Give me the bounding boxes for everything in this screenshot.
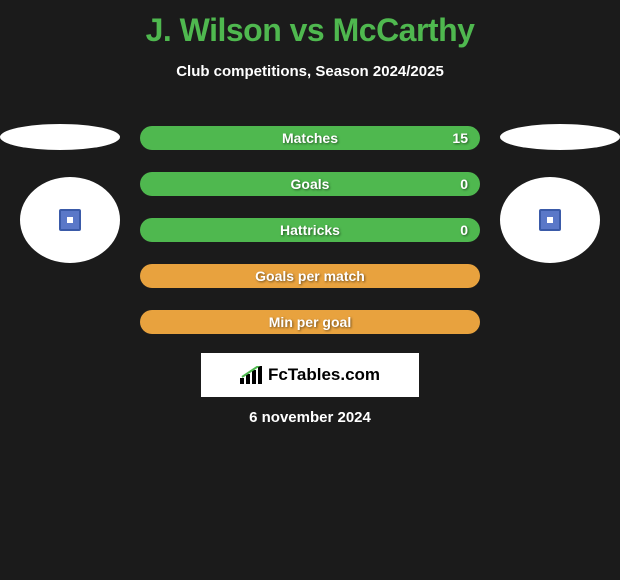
stat-label: Matches (282, 130, 338, 146)
stat-bar-hattricks: Hattricks 0 (140, 218, 480, 242)
stat-value-right: 0 (460, 172, 468, 196)
page-title: J. Wilson vs McCarthy (0, 0, 620, 49)
logo-text: FcTables.com (268, 365, 380, 385)
stat-label: Min per goal (269, 314, 351, 330)
shield-icon (59, 209, 81, 231)
club-badge-left (20, 177, 120, 263)
stat-bar-min-per-goal: Min per goal (140, 310, 480, 334)
stat-bar-goals-per-match: Goals per match (140, 264, 480, 288)
subtitle: Club competitions, Season 2024/2025 (0, 63, 620, 80)
bar-chart-icon (240, 366, 264, 384)
site-logo: FcTables.com (201, 353, 419, 397)
stat-bar-goals: Goals 0 (140, 172, 480, 196)
player-photo-left (0, 124, 120, 150)
player-photo-right (500, 124, 620, 150)
stat-value-right: 0 (460, 218, 468, 242)
stat-value-right: 15 (452, 126, 468, 150)
club-badge-right (500, 177, 600, 263)
stat-label: Goals per match (255, 268, 365, 284)
stat-label: Hattricks (280, 222, 340, 238)
stats-bars: Matches 15 Goals 0 Hattricks 0 Goals per… (140, 126, 480, 356)
shield-icon (539, 209, 561, 231)
stat-label: Goals (291, 176, 330, 192)
stat-bar-matches: Matches 15 (140, 126, 480, 150)
date-label: 6 november 2024 (0, 409, 620, 426)
